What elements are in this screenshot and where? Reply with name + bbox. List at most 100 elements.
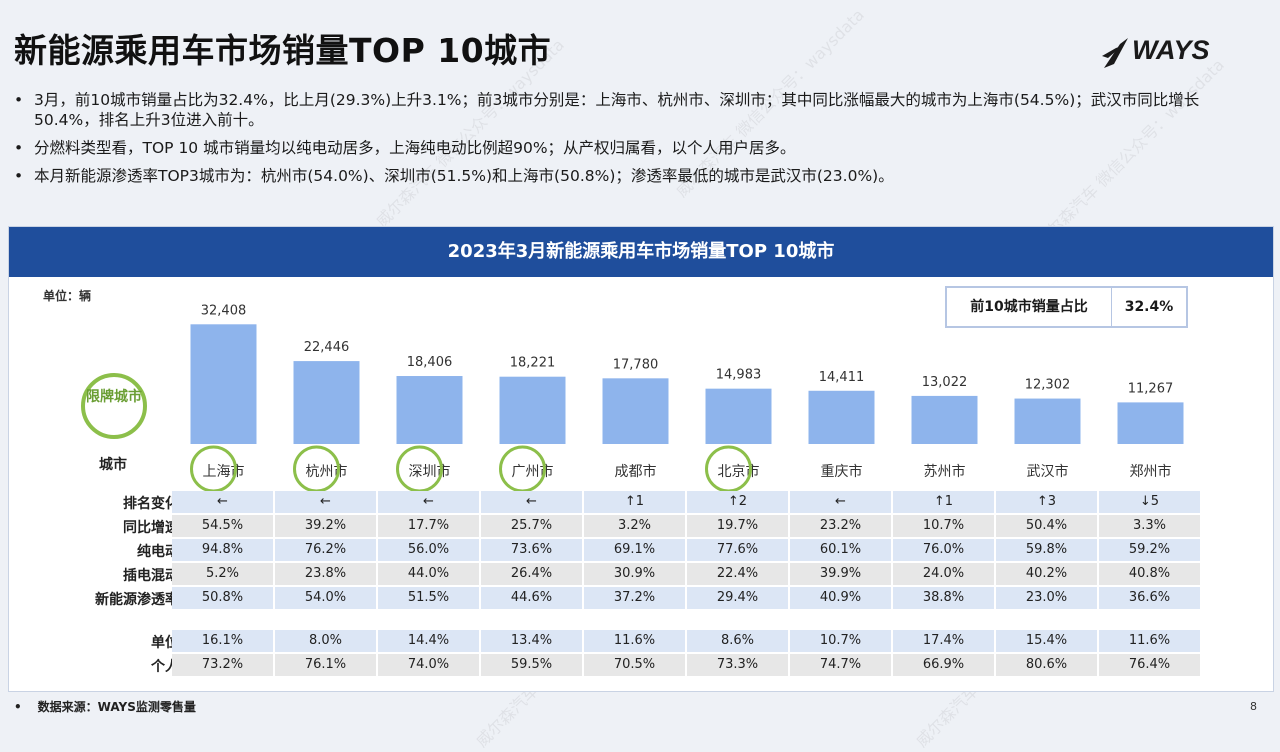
table-cell: 76.4% [1099, 654, 1200, 676]
bullet-text: 3月，前10城市销量占比为32.4%，比上月(29.3%)上升3.1%；前3城市… [34, 91, 1200, 129]
summary-bullets: • 3月，前10城市销量占比为32.4%，比上月(29.3%)上升3.1%；前3… [8, 90, 1258, 194]
table-cell: 11.6% [1099, 630, 1200, 652]
category-label: 北京市 [718, 463, 760, 480]
table-cell: 16.1% [172, 630, 273, 652]
table-cell: 39.9% [790, 563, 891, 585]
bar-chart: 32,408 上海市 22,446 杭州市 18,406 深圳市 18,221 广州市 17,7… [99, 303, 1184, 493]
table-cell: 13.4% [481, 630, 582, 652]
bullet-text: 本月新能源渗透率TOP3城市为：杭州市(54.0%)、深圳市(51.5%)和上海… [34, 167, 894, 185]
bar [1117, 402, 1184, 444]
bar [808, 390, 875, 444]
category-label: 郑州市 [1130, 463, 1172, 480]
bar-value-label: 13,022 [922, 375, 968, 390]
table-cell: 50.8% [172, 587, 273, 609]
data-source: • 数据来源：WAYS监测零售量 [14, 698, 196, 715]
table-cell: 5.2% [172, 563, 273, 585]
table-cell: 26.4% [481, 563, 582, 585]
bar-value-label: 32,408 [201, 303, 247, 318]
category-label: 上海市 [203, 463, 245, 480]
category-label: 武汉市 [1027, 463, 1069, 480]
table-cell: 59.2% [1099, 539, 1200, 561]
table-cell: 76.0% [893, 539, 994, 561]
table-cell: 29.4% [687, 587, 788, 609]
table-cell: 76.1% [275, 654, 376, 676]
kpi-label: 前10城市销量占比 [947, 288, 1112, 326]
table-cell: 70.5% [584, 654, 685, 676]
table-cell: ↑1 [893, 491, 994, 513]
table-cell: 44.6% [481, 587, 582, 609]
table-cell: 10.7% [893, 515, 994, 537]
table-cell: ↑1 [584, 491, 685, 513]
table-cell: 73.6% [481, 539, 582, 561]
table-cell: 73.3% [687, 654, 788, 676]
row-label: 新能源渗透率 [95, 592, 179, 608]
table-cell: 74.0% [378, 654, 479, 676]
table-cell: 54.5% [172, 515, 273, 537]
bar [705, 388, 772, 444]
category-label: 苏州市 [924, 463, 966, 480]
table-cell: 38.8% [893, 587, 994, 609]
table-cell: 17.4% [893, 630, 994, 652]
bullet-item: • 3月，前10城市销量占比为32.4%，比上月(29.3%)上升3.1%；前3… [8, 90, 1258, 130]
ways-logo: WAYS [1100, 32, 1220, 72]
table-cell: ← [481, 491, 582, 513]
table-cell: 37.2% [584, 587, 685, 609]
table-cell: ↑3 [996, 491, 1097, 513]
table-cell: 50.4% [996, 515, 1097, 537]
table-cell: 77.6% [687, 539, 788, 561]
table-cell: 15.4% [996, 630, 1097, 652]
category-label: 广州市 [512, 463, 554, 480]
chart-panel: 2023年3月新能源乘用车市场销量TOP 10城市 单位：辆 前10城市销量占比… [8, 226, 1274, 692]
table-cell: ← [172, 491, 273, 513]
row-label: 同比增速 [123, 520, 179, 536]
bar [190, 324, 257, 444]
table-cell: 40.8% [1099, 563, 1200, 585]
bar-value-label: 18,406 [407, 355, 453, 370]
table-cell: 74.7% [790, 654, 891, 676]
bar [499, 376, 566, 444]
bar-value-label: 14,983 [716, 368, 762, 383]
bar [1014, 398, 1081, 444]
ways-logo-icon [1102, 38, 1128, 68]
table-cell: ← [378, 491, 479, 513]
category-label: 成都市 [615, 463, 657, 480]
table-cell: 36.6% [1099, 587, 1200, 609]
table-cell: 51.5% [378, 587, 479, 609]
table-cell: 3.3% [1099, 515, 1200, 537]
table-cell: ← [790, 491, 891, 513]
panel-title: 2023年3月新能源乘用车市场销量TOP 10城市 [9, 227, 1273, 277]
bullet-marker: • [14, 167, 24, 185]
table-cell: 80.6% [996, 654, 1097, 676]
footer-marker: • [14, 700, 22, 714]
table-cell: ← [275, 491, 376, 513]
table-cell: ↓5 [1099, 491, 1200, 513]
row-label: 个人 [151, 659, 179, 675]
category-label: 杭州市 [306, 463, 348, 480]
table-cell: 23.8% [275, 563, 376, 585]
table-cell: 54.0% [275, 587, 376, 609]
table-cell: 76.2% [275, 539, 376, 561]
bar-value-label: 11,267 [1128, 381, 1174, 396]
bar [293, 361, 360, 444]
page-number: 8 [1250, 700, 1257, 713]
bar-value-label: 12,302 [1025, 378, 1071, 393]
bar-value-label: 22,446 [304, 340, 350, 355]
bar-value-label: 17,780 [613, 357, 659, 372]
table-cell: 23.2% [790, 515, 891, 537]
bullet-marker: • [14, 139, 24, 157]
table-cell: 44.0% [378, 563, 479, 585]
table-cell: 73.2% [172, 654, 273, 676]
bar-value-label: 18,221 [510, 356, 556, 371]
table-cell: 25.7% [481, 515, 582, 537]
table-cell: 40.9% [790, 587, 891, 609]
bar [396, 376, 463, 444]
table-cell: ↑2 [687, 491, 788, 513]
bullet-item: • 本月新能源渗透率TOP3城市为：杭州市(54.0%)、深圳市(51.5%)和… [8, 166, 1258, 186]
table-cell: 39.2% [275, 515, 376, 537]
table-cell: 40.2% [996, 563, 1097, 585]
table-cell: 8.0% [275, 630, 376, 652]
table-cell: 69.1% [584, 539, 685, 561]
row-label: 排名变化 [123, 496, 179, 512]
table-cell: 66.9% [893, 654, 994, 676]
table-cell: 56.0% [378, 539, 479, 561]
